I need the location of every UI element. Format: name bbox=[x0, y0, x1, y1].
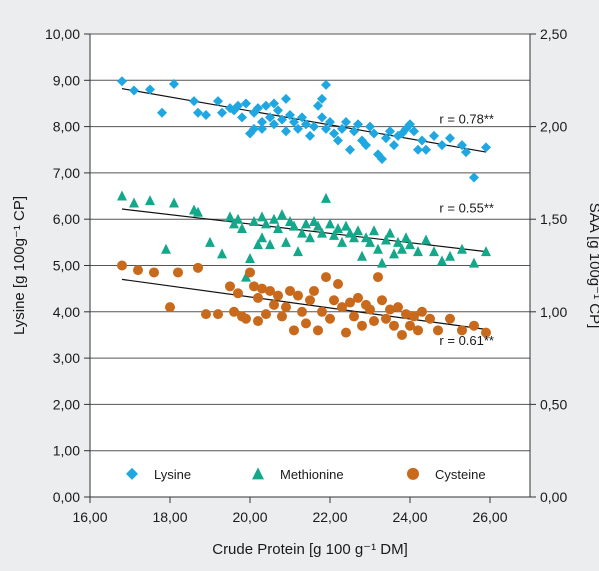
cysteine-point bbox=[225, 281, 235, 291]
cysteine-point bbox=[193, 263, 203, 273]
cysteine-point bbox=[357, 321, 367, 331]
cysteine-legend-marker bbox=[407, 468, 419, 480]
y-tick-label: 8,00 bbox=[53, 119, 80, 135]
y-tick-label: 6,00 bbox=[53, 211, 80, 227]
cysteine-point bbox=[389, 321, 399, 331]
y2-tick-label: 2,50 bbox=[540, 26, 567, 42]
methionine-r-label: r = 0.55** bbox=[439, 200, 494, 215]
y2-tick-label: 0,00 bbox=[540, 489, 567, 505]
y2-tick-label: 0,50 bbox=[540, 396, 567, 412]
x-tick-label: 18,00 bbox=[152, 509, 187, 525]
cysteine-point bbox=[349, 311, 359, 321]
x-tick-label: 26,00 bbox=[472, 509, 507, 525]
cysteine-point bbox=[353, 293, 363, 303]
y2-axis-label: SAA [g 100g⁻¹ CP] bbox=[586, 203, 599, 329]
cysteine-point bbox=[245, 267, 255, 277]
cysteine-point bbox=[321, 272, 331, 282]
y-tick-label: 10,00 bbox=[45, 26, 80, 42]
cysteine-point bbox=[233, 288, 243, 298]
cysteine-point bbox=[293, 291, 303, 301]
lysine-r-label: r = 0.78** bbox=[439, 111, 494, 126]
cysteine-point bbox=[173, 267, 183, 277]
y2-tick-label: 1,00 bbox=[540, 304, 567, 320]
cysteine-point bbox=[305, 295, 315, 305]
y-axis-label: Lysine [g 100g⁻¹ CP] bbox=[11, 196, 28, 335]
cysteine-r-label: r = 0.61** bbox=[439, 333, 494, 348]
cysteine-point bbox=[261, 309, 271, 319]
cysteine-point bbox=[373, 272, 383, 282]
cysteine-point bbox=[425, 314, 435, 324]
cysteine-point bbox=[369, 316, 379, 326]
cysteine-point bbox=[289, 325, 299, 335]
cysteine-point bbox=[377, 295, 387, 305]
y-tick-label: 1,00 bbox=[53, 443, 80, 459]
cysteine-point bbox=[297, 307, 307, 317]
cysteine-point bbox=[241, 314, 251, 324]
x-axis-label: Crude Protein [g 100 g⁻¹ DM] bbox=[212, 541, 408, 558]
y-tick-label: 3,00 bbox=[53, 350, 80, 366]
cysteine-point bbox=[381, 314, 391, 324]
cysteine-point bbox=[469, 321, 479, 331]
cysteine-point bbox=[201, 309, 211, 319]
y-tick-label: 4,00 bbox=[53, 304, 80, 320]
y2-tick-label: 1,50 bbox=[540, 211, 567, 227]
cysteine-point bbox=[317, 307, 327, 317]
methionine-legend-label: Methionine bbox=[280, 467, 344, 482]
cysteine-point bbox=[393, 302, 403, 312]
cysteine-point bbox=[269, 300, 279, 310]
cysteine-legend-label: Cysteine bbox=[435, 467, 486, 482]
cysteine-point bbox=[133, 265, 143, 275]
x-tick-label: 16,00 bbox=[72, 509, 107, 525]
cysteine-point bbox=[277, 311, 287, 321]
x-tick-label: 24,00 bbox=[392, 509, 427, 525]
y-tick-label: 7,00 bbox=[53, 165, 80, 181]
cysteine-point bbox=[149, 267, 159, 277]
y-tick-label: 5,00 bbox=[53, 258, 80, 274]
cysteine-point bbox=[301, 318, 311, 328]
cysteine-point bbox=[445, 314, 455, 324]
y-tick-label: 2,00 bbox=[53, 396, 80, 412]
x-tick-label: 20,00 bbox=[232, 509, 267, 525]
cysteine-point bbox=[413, 325, 423, 335]
cysteine-point bbox=[165, 302, 175, 312]
x-tick-label: 22,00 bbox=[312, 509, 347, 525]
y-tick-label: 9,00 bbox=[53, 72, 80, 88]
cysteine-point bbox=[417, 307, 427, 317]
lysine-legend-label: Lysine bbox=[154, 467, 191, 482]
cysteine-point bbox=[281, 302, 291, 312]
cysteine-point bbox=[365, 304, 375, 314]
cysteine-point bbox=[117, 261, 127, 271]
cysteine-point bbox=[309, 286, 319, 296]
cysteine-point bbox=[313, 325, 323, 335]
cysteine-point bbox=[213, 309, 223, 319]
cysteine-point bbox=[253, 293, 263, 303]
cysteine-point bbox=[333, 279, 343, 289]
cysteine-point bbox=[341, 328, 351, 338]
y-tick-label: 0,00 bbox=[53, 489, 80, 505]
cysteine-point bbox=[253, 316, 263, 326]
cysteine-point bbox=[325, 314, 335, 324]
cysteine-point bbox=[329, 295, 339, 305]
y2-tick-label: 2,00 bbox=[540, 119, 567, 135]
cysteine-point bbox=[397, 330, 407, 340]
cysteine-point bbox=[273, 291, 283, 301]
